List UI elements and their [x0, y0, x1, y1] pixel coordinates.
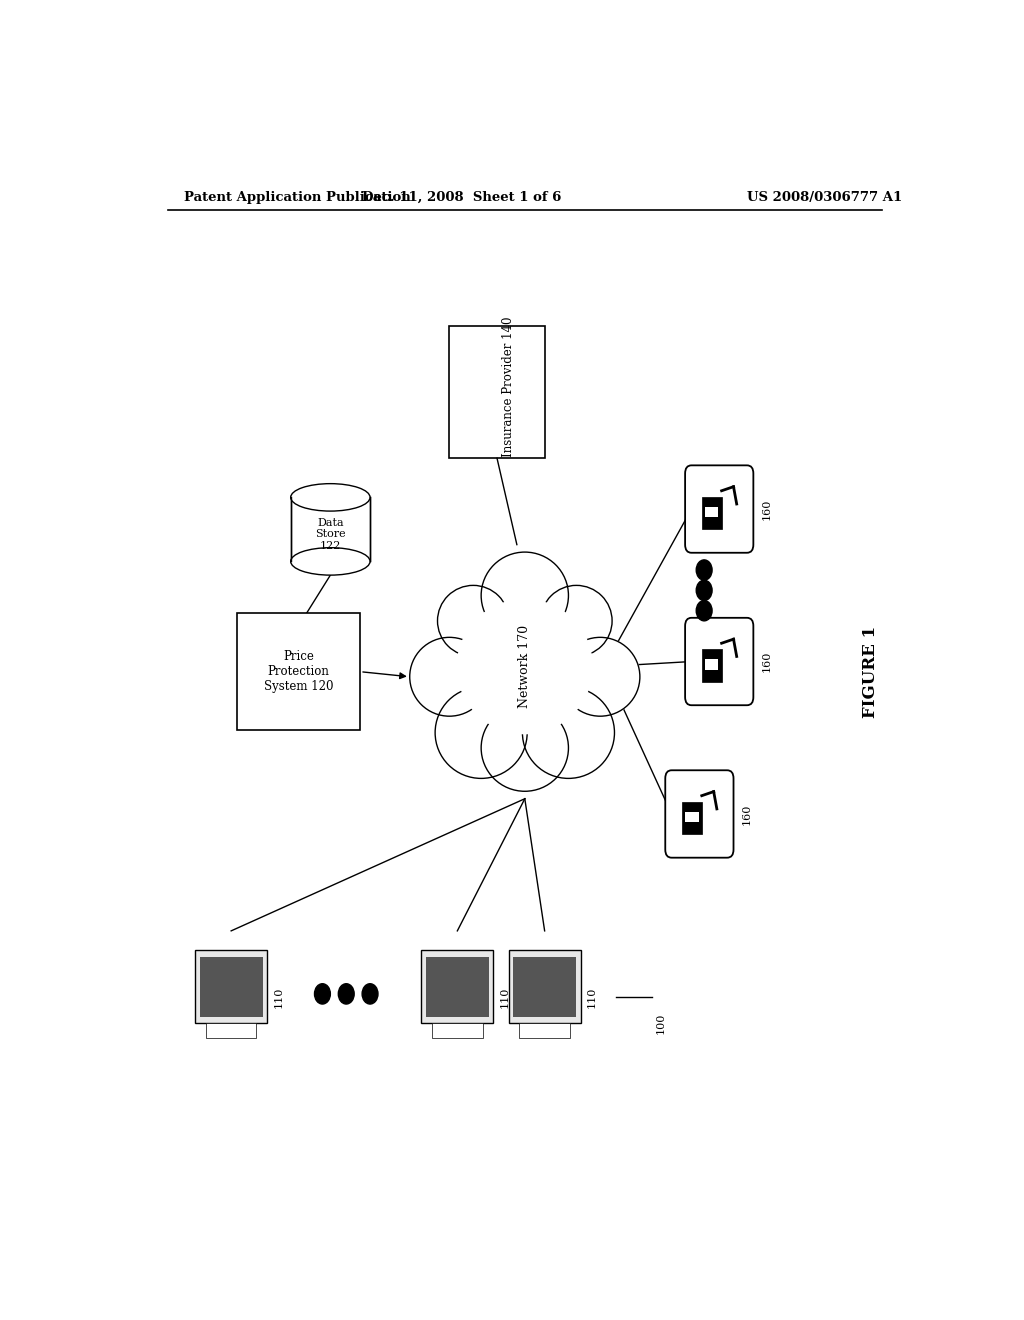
Text: 110: 110 — [587, 986, 597, 1007]
Ellipse shape — [291, 483, 370, 511]
Ellipse shape — [458, 599, 592, 734]
Ellipse shape — [481, 705, 568, 791]
Text: 100: 100 — [655, 1012, 666, 1034]
FancyBboxPatch shape — [513, 957, 575, 1016]
Text: Data
Store
122: Data Store 122 — [315, 517, 346, 550]
FancyBboxPatch shape — [195, 950, 267, 1023]
Text: 160: 160 — [761, 651, 771, 672]
Text: Dec. 11, 2008  Sheet 1 of 6: Dec. 11, 2008 Sheet 1 of 6 — [361, 190, 561, 203]
FancyBboxPatch shape — [519, 1023, 570, 1039]
Ellipse shape — [541, 585, 612, 656]
Ellipse shape — [560, 638, 640, 717]
Ellipse shape — [291, 548, 370, 576]
FancyBboxPatch shape — [291, 498, 370, 561]
FancyBboxPatch shape — [705, 660, 719, 669]
FancyBboxPatch shape — [701, 649, 722, 682]
Circle shape — [696, 560, 712, 581]
Ellipse shape — [481, 552, 568, 639]
FancyBboxPatch shape — [685, 618, 754, 705]
Ellipse shape — [435, 686, 527, 779]
FancyBboxPatch shape — [685, 466, 754, 553]
Circle shape — [696, 581, 712, 601]
Circle shape — [338, 983, 354, 1005]
FancyBboxPatch shape — [421, 950, 494, 1023]
FancyBboxPatch shape — [705, 507, 719, 517]
Ellipse shape — [437, 585, 509, 656]
FancyBboxPatch shape — [701, 496, 722, 529]
Circle shape — [362, 983, 378, 1005]
Ellipse shape — [522, 686, 614, 779]
FancyBboxPatch shape — [432, 1023, 482, 1039]
FancyBboxPatch shape — [426, 957, 488, 1016]
FancyBboxPatch shape — [238, 614, 360, 730]
Ellipse shape — [410, 638, 489, 717]
Circle shape — [696, 601, 712, 620]
Text: 160: 160 — [761, 499, 771, 520]
FancyBboxPatch shape — [682, 801, 701, 834]
FancyBboxPatch shape — [450, 326, 545, 458]
Text: Price
Protection
System 120: Price Protection System 120 — [264, 651, 334, 693]
Text: Insurance Provider 140: Insurance Provider 140 — [503, 317, 515, 457]
Text: Network 170: Network 170 — [518, 626, 531, 708]
FancyBboxPatch shape — [666, 771, 733, 858]
Text: 160: 160 — [741, 804, 752, 825]
Text: FIGURE 1: FIGURE 1 — [861, 626, 879, 718]
Text: 110: 110 — [273, 986, 284, 1007]
Text: Patent Application Publication: Patent Application Publication — [183, 190, 411, 203]
Circle shape — [314, 983, 331, 1005]
Text: US 2008/0306777 A1: US 2008/0306777 A1 — [748, 190, 902, 203]
Text: 110: 110 — [500, 986, 510, 1007]
FancyBboxPatch shape — [200, 957, 262, 1016]
FancyBboxPatch shape — [509, 950, 581, 1023]
FancyBboxPatch shape — [685, 812, 698, 822]
FancyBboxPatch shape — [206, 1023, 256, 1039]
